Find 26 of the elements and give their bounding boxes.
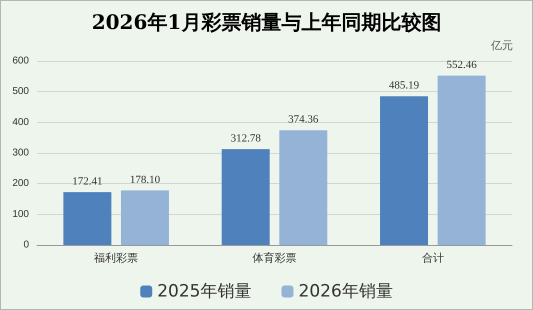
y-tick-label: 100 <box>12 208 30 220</box>
legend-label: 2025年销量 <box>157 282 252 302</box>
y-tick-label: 500 <box>12 86 30 98</box>
bar <box>222 149 270 245</box>
y-tick-label: 300 <box>12 148 30 158</box>
legend-label: 2026年销量 <box>298 282 393 302</box>
bar <box>63 192 112 245</box>
bar <box>120 190 169 245</box>
y-tick-label: 400 <box>12 116 30 128</box>
chart-title: 2026年1月彩票销量与上年同期比较图 <box>92 10 442 34</box>
y-axis-title: 亿元 <box>490 39 513 52</box>
y-tick-label: 200 <box>12 178 30 190</box>
data-label: 172.41 <box>72 176 102 188</box>
bar <box>438 76 486 245</box>
data-label: 485.19 <box>388 80 420 92</box>
data-label: 374.36 <box>288 114 319 126</box>
x-tick-label: 合计 <box>422 252 444 264</box>
x-tick-label: 体育彩票 <box>252 252 296 264</box>
bar <box>380 96 428 245</box>
y-tick-label: 0 <box>23 240 30 250</box>
data-label: 552.46 <box>446 59 478 72</box>
y-tick-label: 600 <box>12 56 30 66</box>
data-label: 178.10 <box>130 174 161 186</box>
x-tick-label: 福利彩票 <box>94 252 138 264</box>
data-label: 312.78 <box>230 132 262 145</box>
bar <box>279 130 328 245</box>
